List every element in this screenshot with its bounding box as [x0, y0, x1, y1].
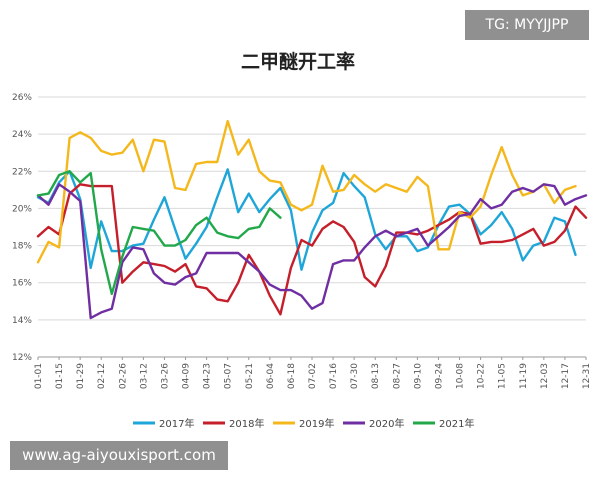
series-line-3	[36, 183, 588, 320]
series-line-4	[36, 170, 282, 296]
y-tick-label: 24%	[12, 130, 32, 140]
y-tick-label: 18%	[12, 242, 32, 252]
x-tick-label: 04-23	[203, 363, 213, 389]
watermark-url: www.ag-aiyouxisport.com	[10, 441, 228, 470]
y-tick-label: 14%	[12, 316, 32, 326]
x-tick-label: 05-21	[245, 363, 255, 389]
gridlines	[38, 96, 586, 358]
x-tick-label: 03-26	[160, 363, 170, 389]
x-tick-label: 07-16	[329, 363, 339, 389]
x-tick-label: 01-29	[76, 363, 86, 389]
x-tick-label: 03-12	[139, 363, 149, 389]
y-tick-label: 20%	[12, 204, 32, 214]
series-lines	[36, 119, 588, 320]
x-tick-label: 06-04	[266, 363, 276, 389]
x-tick-label: 12-17	[561, 363, 571, 389]
x-tick-label: 12-31	[582, 363, 592, 389]
series-line-2	[36, 119, 577, 264]
x-tick-label: 08-13	[371, 363, 381, 389]
x-tick-label: 11-19	[519, 363, 529, 389]
legend-label: 2021年	[439, 417, 474, 430]
x-tick-label: 08-27	[392, 363, 402, 389]
x-tick-label: 02-12	[97, 363, 107, 389]
legend-label: 2018年	[229, 417, 264, 430]
legend-label: 2017年	[159, 417, 194, 430]
y-tick-label: 12%	[12, 353, 32, 363]
x-axis: 01-01 01-15 01-29 02-12 02-26 03-12 03-26 04-09…	[34, 357, 592, 389]
series-line-1	[36, 183, 588, 316]
x-tick-label: 06-18	[287, 363, 297, 389]
x-tick-label: 09-24	[434, 363, 444, 389]
y-tick-label: 26%	[12, 93, 32, 103]
x-tick-label: 04-09	[182, 363, 192, 389]
x-tick-label: 12-03	[540, 363, 550, 389]
x-tick-label: 09-10	[413, 363, 423, 389]
series-line-0	[36, 168, 577, 271]
x-tick-label: 10-08	[456, 363, 466, 389]
y-axis: 12% 14% 16% 18% 20% 22% 24% 26%	[12, 93, 32, 363]
x-tick-label: 11-05	[498, 363, 508, 389]
legend: 2017年 2018年 2019年 2020年 2021年	[133, 417, 474, 430]
y-tick-label: 22%	[12, 167, 32, 177]
x-tick-label: 07-30	[350, 363, 360, 389]
x-tick-label: 07-02	[308, 363, 318, 389]
x-tick-label: 10-22	[477, 363, 487, 389]
x-tick-label: 05-07	[224, 363, 234, 389]
legend-label: 2019年	[299, 417, 334, 430]
x-tick-label: 01-15	[55, 363, 65, 389]
x-tick-label: 01-01	[34, 363, 44, 389]
watermark-label: TG: MYYJJPP	[465, 10, 589, 40]
chart-title: 二甲醚开工率	[241, 50, 355, 73]
y-tick-label: 16%	[12, 279, 32, 289]
x-tick-label: 02-26	[118, 363, 128, 389]
legend-label: 2020年	[369, 417, 404, 430]
